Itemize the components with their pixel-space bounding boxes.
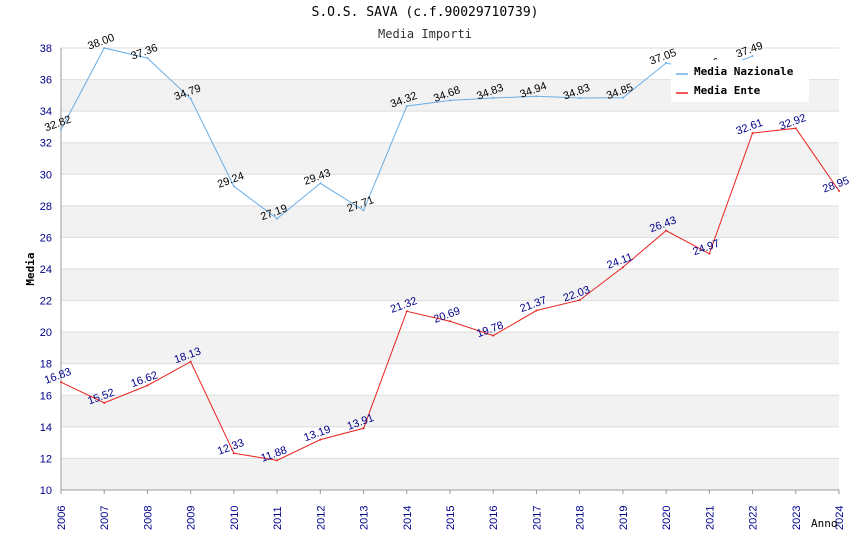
grid-band xyxy=(61,458,839,490)
data-point-1 xyxy=(232,452,235,455)
x-tick-label: 2024 xyxy=(834,506,846,530)
data-label-0: 37.36 xyxy=(129,42,159,63)
legend xyxy=(671,60,809,102)
data-point-1 xyxy=(578,299,581,302)
x-tick-label: 2022 xyxy=(748,506,760,530)
y-tick-label: 10 xyxy=(40,485,52,497)
data-point-1 xyxy=(189,360,192,363)
grid-band xyxy=(61,332,839,364)
y-tick-label: 20 xyxy=(40,327,52,339)
grid-band xyxy=(61,205,839,238)
grid-band xyxy=(61,142,839,175)
data-point-1 xyxy=(103,401,106,404)
x-axis-label: Anno xyxy=(811,517,838,530)
data-point-1 xyxy=(794,127,797,130)
data-point-1 xyxy=(751,132,754,135)
y-tick-label: 38 xyxy=(40,43,52,55)
y-axis-label: Media xyxy=(24,252,37,285)
y-tick-label: 34 xyxy=(40,106,52,118)
data-label-1: 32.92 xyxy=(778,112,808,133)
data-point-0 xyxy=(103,47,106,49)
data-point-0 xyxy=(232,185,235,188)
data-point-1 xyxy=(276,459,279,462)
x-tick-label: 2013 xyxy=(359,506,371,530)
x-tick-label: 2018 xyxy=(575,506,587,530)
series-line-0 xyxy=(60,47,753,220)
data-label-1: 20.69 xyxy=(432,305,462,326)
data-point-0 xyxy=(751,55,754,58)
x-tick-label: 2006 xyxy=(56,506,68,530)
data-label-1: 24.97 xyxy=(691,238,721,259)
legend-label-1: Media Ente xyxy=(694,84,761,97)
data-point-0 xyxy=(578,97,581,100)
chart-title: S.O.S. SAVA (c.f.90029710739) xyxy=(311,5,539,20)
x-tick-label: 2023 xyxy=(791,506,803,530)
y-tick-label: 36 xyxy=(40,75,52,87)
data-point-0 xyxy=(276,217,279,220)
data-point-1 xyxy=(60,381,62,384)
y-tick-label: 22 xyxy=(40,296,52,308)
y-tick-label: 18 xyxy=(40,359,52,371)
data-point-1 xyxy=(708,252,711,255)
x-tick-label: 2017 xyxy=(531,506,543,530)
y-tick-label: 28 xyxy=(40,201,52,213)
data-point-0 xyxy=(449,99,451,102)
data-point-0 xyxy=(665,61,668,64)
x-tick-label: 2016 xyxy=(488,506,500,530)
y-tick-label: 24 xyxy=(40,264,52,276)
y-tick-label: 16 xyxy=(40,390,52,402)
x-tick-label: 2014 xyxy=(402,506,414,530)
chart-subtitle: Media Importi xyxy=(378,27,472,41)
data-point-0 xyxy=(492,97,495,100)
x-tick-label: 2019 xyxy=(618,506,630,530)
data-point-1 xyxy=(405,310,408,313)
legend-label-0: Media Nazionale xyxy=(694,65,794,78)
x-tick-label: 2020 xyxy=(661,506,673,530)
data-point-0 xyxy=(146,57,149,60)
grid-band xyxy=(61,269,839,301)
y-tick-label: 26 xyxy=(40,232,52,244)
data-point-0 xyxy=(319,182,322,185)
data-point-1 xyxy=(492,334,495,337)
data-point-1 xyxy=(838,189,840,192)
y-tick-label: 14 xyxy=(40,422,52,434)
data-point-0 xyxy=(60,128,62,131)
x-tick-label: 2007 xyxy=(99,506,111,530)
data-label-1: 32.61 xyxy=(735,117,765,138)
data-point-0 xyxy=(362,209,365,212)
x-tick-label: 2008 xyxy=(142,506,154,530)
data-point-1 xyxy=(449,320,451,323)
data-label-1: 28.95 xyxy=(821,175,850,196)
data-point-1 xyxy=(319,438,322,441)
data-point-1 xyxy=(362,427,365,430)
y-tick-label: 30 xyxy=(40,169,52,181)
data-point-0 xyxy=(405,105,408,108)
grid-band xyxy=(61,395,839,427)
data-point-1 xyxy=(665,229,668,232)
data-point-1 xyxy=(621,266,624,269)
y-tick-label: 32 xyxy=(40,138,52,150)
x-tick-label: 2009 xyxy=(186,506,198,530)
x-tick-label: 2021 xyxy=(704,506,716,530)
x-tick-label: 2011 xyxy=(272,506,284,530)
data-point-1 xyxy=(146,384,149,387)
x-tick-label: 2012 xyxy=(315,506,327,530)
y-tick-label: 12 xyxy=(40,453,52,465)
data-point-1 xyxy=(535,309,538,312)
x-tick-label: 2015 xyxy=(445,506,457,530)
data-point-0 xyxy=(621,96,624,99)
x-tick-label: 2010 xyxy=(229,506,241,530)
data-point-0 xyxy=(535,95,538,98)
data-point-0 xyxy=(189,97,192,100)
